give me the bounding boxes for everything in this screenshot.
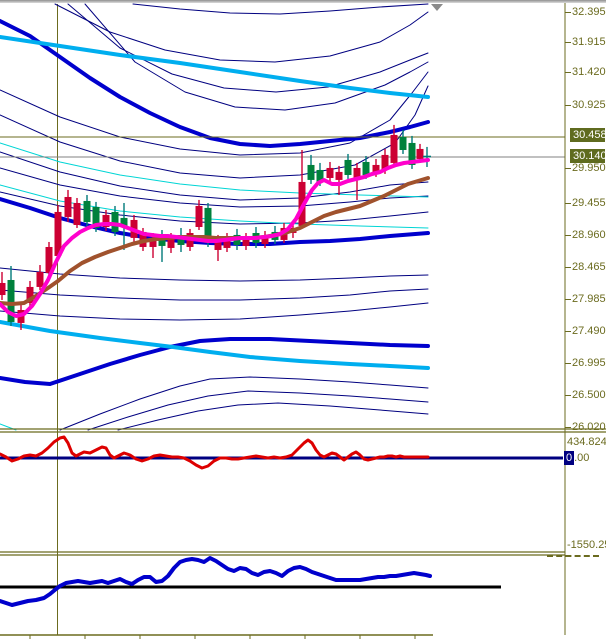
price-label: 28.465 [572,261,606,273]
band-cyan-upper [0,35,430,99]
fan-upper-2 [54,3,429,63]
price-label: 30.925 [572,99,606,111]
indicator1-value-rest: .00 [574,452,590,464]
price-label: 31.420 [572,66,606,78]
candles-group [0,124,431,330]
price-label: 26.995 [572,357,606,369]
fan-upper-1 [132,3,429,15]
price-axis-tick [565,105,571,106]
hline-price-tag: 30.458 [570,128,606,142]
price-axis-tick [565,42,571,43]
price-label: 26.500 [572,389,606,401]
band-cyan-lower [0,320,430,370]
window-top-edge [0,0,606,3]
indicator1-value-tag: 0.00 [564,451,589,465]
price-label: 28.960 [572,229,606,241]
candle [149,232,157,258]
band-blue-lower [0,337,430,386]
indicator2-blue-line [0,556,432,607]
candle [54,204,62,261]
fan-lower-3 [117,402,429,431]
candle [335,165,343,195]
clipped-label-marks [547,555,599,557]
candle [45,241,53,276]
price-axis-tick [565,395,571,396]
price-axis-tick [565,12,571,13]
indicator1-red-line [0,435,430,470]
candle [0,271,6,300]
ma-brown [0,176,430,306]
mid-navy-3 [0,267,429,282]
price-label: 29.455 [572,197,606,209]
price-axis-tick [565,427,571,428]
candle [261,230,269,248]
fan-upper-3 [67,3,429,93]
candle [307,154,315,184]
candle [344,153,352,179]
fan-upper-7 [0,151,429,201]
candle [223,232,231,252]
price-label: 31.915 [572,36,606,48]
candle [83,194,91,228]
indicator1-max-label: 434.8246 [567,436,606,448]
price-axis-tick [565,168,571,169]
mid-navy-5 [0,302,429,321]
price-label: 27.490 [572,325,606,337]
thin-cyan-1 [0,142,429,198]
price-label: 27.985 [572,293,606,305]
mid-navy-4 [0,288,429,301]
candle [353,162,361,200]
indicator1-value-box: 0 [564,451,575,465]
candle [242,232,250,250]
candle [326,161,334,183]
price-axis-tick [565,72,571,73]
ma-magenta [0,158,430,318]
candle [73,197,81,228]
indicator1-min-label: -1550.25 [567,539,606,551]
candle [177,227,185,252]
candle [7,265,15,327]
chart-shift-marker-icon[interactable] [431,4,443,11]
price-axis-tick [565,267,571,268]
candle [36,265,44,290]
fan-lower-1 [59,376,429,431]
current-price-tag: 30.140 [570,149,606,163]
candle [26,280,34,308]
fan-upper-5 [0,71,429,156]
price-label: 32.395 [572,6,606,18]
price-label: 26.020 [572,421,606,433]
candle [111,205,119,236]
fan-lower-2 [87,390,429,431]
price-axis-tick [565,235,571,236]
candle [399,129,407,154]
price-axis-tick [565,203,571,204]
price-axis-tick [565,299,571,300]
candle [102,209,110,231]
price-axis-tick [565,331,571,332]
fan-upper-4 [84,3,429,111]
candle [195,199,203,230]
price-axis-tick [565,363,571,364]
band-blue-upper [0,19,430,148]
price-label: 29.950 [572,162,606,174]
candle [64,189,72,222]
candle [390,124,398,167]
candle [423,146,431,167]
